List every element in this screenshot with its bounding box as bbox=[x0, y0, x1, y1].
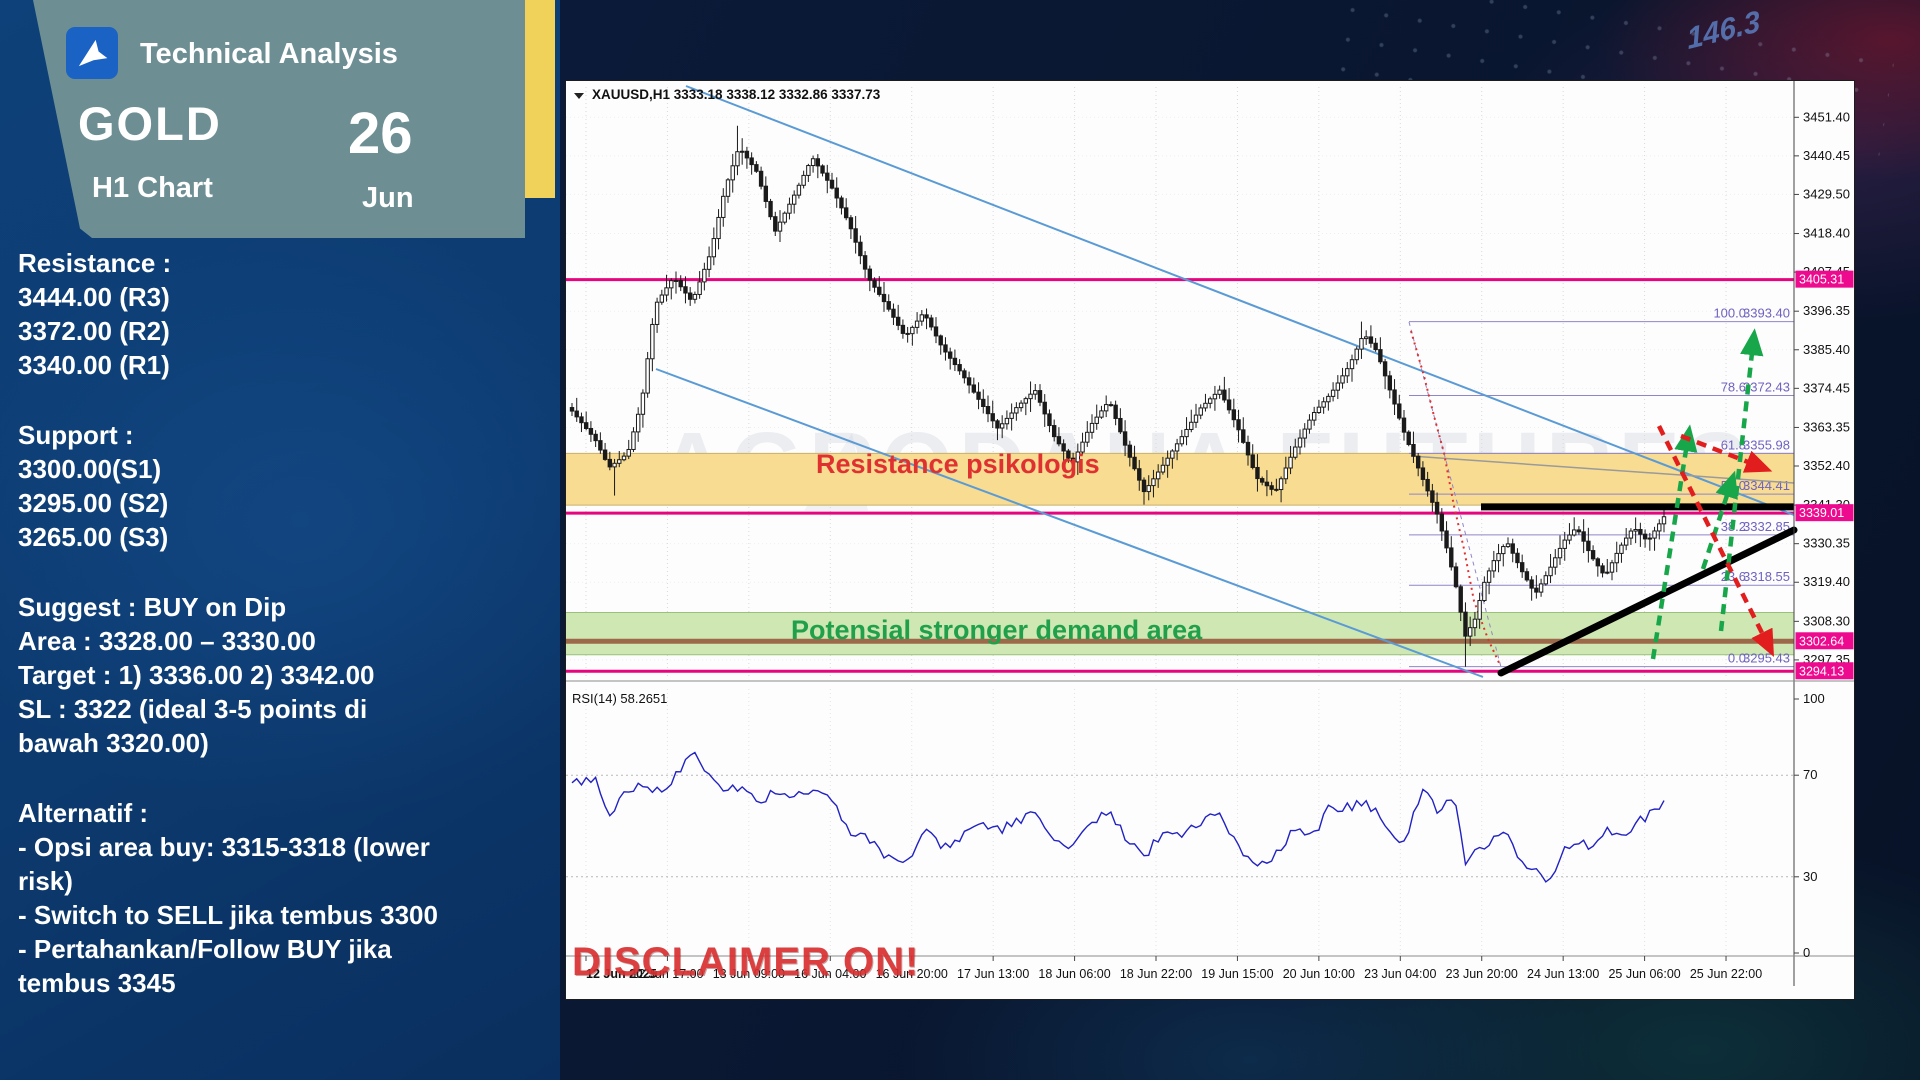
svg-text:16 Jun 20:00: 16 Jun 20:00 bbox=[876, 967, 948, 981]
svg-text:3374.45: 3374.45 bbox=[1803, 380, 1850, 395]
mt4-chart-panel: AGRODANA FUTURES100.03393.4078.63372.436… bbox=[565, 80, 1855, 1000]
svg-text:30: 30 bbox=[1803, 869, 1817, 884]
svg-text:18 Jun 06:00: 18 Jun 06:00 bbox=[1038, 967, 1110, 981]
svg-text:20 Jun 10:00: 20 Jun 10:00 bbox=[1283, 967, 1355, 981]
svg-text:3429.50: 3429.50 bbox=[1803, 186, 1850, 201]
svg-text:100: 100 bbox=[1803, 691, 1825, 706]
svg-text:3339.01: 3339.01 bbox=[1799, 506, 1844, 520]
svg-text:3451.40: 3451.40 bbox=[1803, 109, 1850, 124]
svg-text:3385.40: 3385.40 bbox=[1803, 342, 1850, 357]
analysis-text: Resistance : 3444.00 (R3) 3372.00 (R2) 3… bbox=[18, 246, 538, 1036]
svg-text:3405.31: 3405.31 bbox=[1799, 273, 1844, 287]
svg-text:3363.35: 3363.35 bbox=[1803, 419, 1850, 434]
alternative-block: Alternatif : - Opsi area buy: 3315-3318 … bbox=[18, 798, 438, 998]
svg-text:19 Jun 15:00: 19 Jun 15:00 bbox=[1201, 967, 1273, 981]
svg-text:3352.40: 3352.40 bbox=[1803, 458, 1850, 473]
svg-text:0.0: 0.0 bbox=[1728, 651, 1746, 666]
svg-text:13 Jun 09:00: 13 Jun 09:00 bbox=[713, 967, 785, 981]
resistance-block: Resistance : 3444.00 (R3) 3372.00 (R2) 3… bbox=[18, 248, 172, 380]
svg-text:100.0: 100.0 bbox=[1713, 306, 1746, 321]
instrument-name: GOLD bbox=[78, 97, 222, 150]
svg-text:25 Jun 22:00: 25 Jun 22:00 bbox=[1690, 967, 1762, 981]
svg-text:23 Jun 04:00: 23 Jun 04:00 bbox=[1364, 967, 1436, 981]
svg-text:0: 0 bbox=[1803, 945, 1810, 960]
analysis-sidebar: Technical Analysis GOLD H1 Chart 26 Jun … bbox=[0, 0, 560, 1080]
svg-text:3319.40: 3319.40 bbox=[1803, 574, 1850, 589]
svg-text:RSI(14) 58.2651: RSI(14) 58.2651 bbox=[572, 691, 667, 706]
svg-text:12 Jun 2025: 12 Jun 2025 bbox=[586, 967, 657, 981]
svg-text:3396.35: 3396.35 bbox=[1803, 303, 1850, 318]
suggestion-block: Suggest : BUY on Dip Area : 3328.00 – 33… bbox=[18, 592, 375, 758]
svg-text:12 Jun 17:00: 12 Jun 17:00 bbox=[631, 967, 703, 981]
yellow-accent-strip bbox=[525, 0, 555, 198]
support-block: Support : 3300.00(S1) 3295.00 (S2) 3265.… bbox=[18, 420, 169, 552]
svg-text:23 Jun 20:00: 23 Jun 20:00 bbox=[1446, 967, 1518, 981]
arrow-logo-icon bbox=[78, 39, 108, 67]
svg-text:25 Jun 06:00: 25 Jun 06:00 bbox=[1608, 967, 1680, 981]
svg-text:3418.40: 3418.40 bbox=[1803, 226, 1850, 241]
svg-text:XAUUSD,H1 3333.18 3338.12 333: XAUUSD,H1 3333.18 3338.12 3332.86 3337.7… bbox=[592, 87, 881, 102]
svg-text:18 Jun 22:00: 18 Jun 22:00 bbox=[1120, 967, 1192, 981]
svg-text:3302.64: 3302.64 bbox=[1799, 634, 1844, 648]
svg-text:3372.43: 3372.43 bbox=[1743, 379, 1790, 394]
svg-text:3294.13: 3294.13 bbox=[1799, 664, 1844, 678]
svg-text:3295.43: 3295.43 bbox=[1743, 651, 1790, 666]
svg-text:Potensial stronger demand area: Potensial stronger demand area bbox=[791, 615, 1203, 645]
svg-text:17 Jun 13:00: 17 Jun 13:00 bbox=[957, 967, 1029, 981]
svg-text:Resistance psikologis: Resistance psikologis bbox=[816, 449, 1100, 479]
disclaimer-stamp: DISCLAIMER ON! bbox=[572, 940, 920, 984]
svg-text:3440.45: 3440.45 bbox=[1803, 148, 1850, 163]
svg-text:3393.40: 3393.40 bbox=[1743, 306, 1790, 321]
svg-text:3332.85: 3332.85 bbox=[1743, 519, 1790, 534]
svg-text:24 Jun 13:00: 24 Jun 13:00 bbox=[1527, 967, 1599, 981]
svg-text:61.8: 61.8 bbox=[1721, 437, 1746, 452]
date-month: Jun bbox=[362, 182, 414, 214]
svg-text:78.6: 78.6 bbox=[1721, 379, 1746, 394]
timeframe-label: H1 Chart bbox=[92, 172, 213, 204]
svg-text:3308.30: 3308.30 bbox=[1803, 613, 1850, 628]
date-day: 26 bbox=[348, 101, 413, 166]
brand-logo bbox=[66, 27, 118, 79]
svg-text:3355.98: 3355.98 bbox=[1743, 437, 1790, 452]
xauusd-h1-chart: AGRODANA FUTURES100.03393.4078.63372.436… bbox=[566, 81, 1854, 986]
svg-text:16 Jun 04:00: 16 Jun 04:00 bbox=[794, 967, 866, 981]
svg-text:3330.35: 3330.35 bbox=[1803, 536, 1850, 551]
candles bbox=[569, 125, 1667, 667]
svg-text:70: 70 bbox=[1803, 767, 1817, 782]
page-title: Technical Analysis bbox=[140, 38, 398, 70]
svg-text:3318.55: 3318.55 bbox=[1743, 569, 1790, 584]
